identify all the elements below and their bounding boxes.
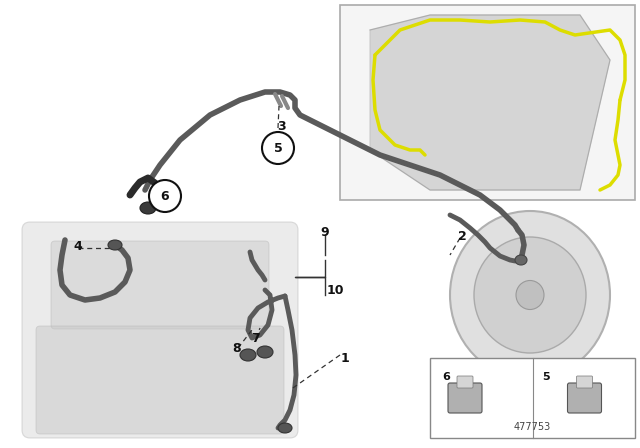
FancyBboxPatch shape <box>577 376 593 388</box>
Ellipse shape <box>278 423 292 433</box>
Text: 6: 6 <box>161 190 170 202</box>
Text: 5: 5 <box>274 142 282 155</box>
Ellipse shape <box>108 240 122 250</box>
Text: 3: 3 <box>276 120 285 133</box>
Circle shape <box>262 132 294 164</box>
Circle shape <box>149 180 181 212</box>
Ellipse shape <box>516 280 544 310</box>
Polygon shape <box>370 15 610 190</box>
Text: 7: 7 <box>252 332 260 345</box>
Ellipse shape <box>450 211 610 379</box>
Text: 2: 2 <box>458 231 467 244</box>
Text: 6: 6 <box>442 372 450 382</box>
FancyBboxPatch shape <box>430 358 635 438</box>
FancyBboxPatch shape <box>36 326 284 434</box>
Ellipse shape <box>515 255 527 265</box>
Text: 4: 4 <box>74 241 83 254</box>
Text: 8: 8 <box>233 341 241 354</box>
FancyBboxPatch shape <box>22 222 298 438</box>
Text: 9: 9 <box>321 225 330 238</box>
Text: 1: 1 <box>340 352 349 365</box>
Ellipse shape <box>240 349 256 361</box>
Ellipse shape <box>140 202 156 214</box>
Ellipse shape <box>257 346 273 358</box>
FancyBboxPatch shape <box>448 383 482 413</box>
Text: 5: 5 <box>543 372 550 382</box>
Ellipse shape <box>474 237 586 353</box>
FancyBboxPatch shape <box>51 241 269 329</box>
FancyBboxPatch shape <box>568 383 602 413</box>
Text: 477753: 477753 <box>514 422 551 432</box>
FancyBboxPatch shape <box>457 376 473 388</box>
FancyBboxPatch shape <box>340 5 635 200</box>
Text: 10: 10 <box>326 284 344 297</box>
